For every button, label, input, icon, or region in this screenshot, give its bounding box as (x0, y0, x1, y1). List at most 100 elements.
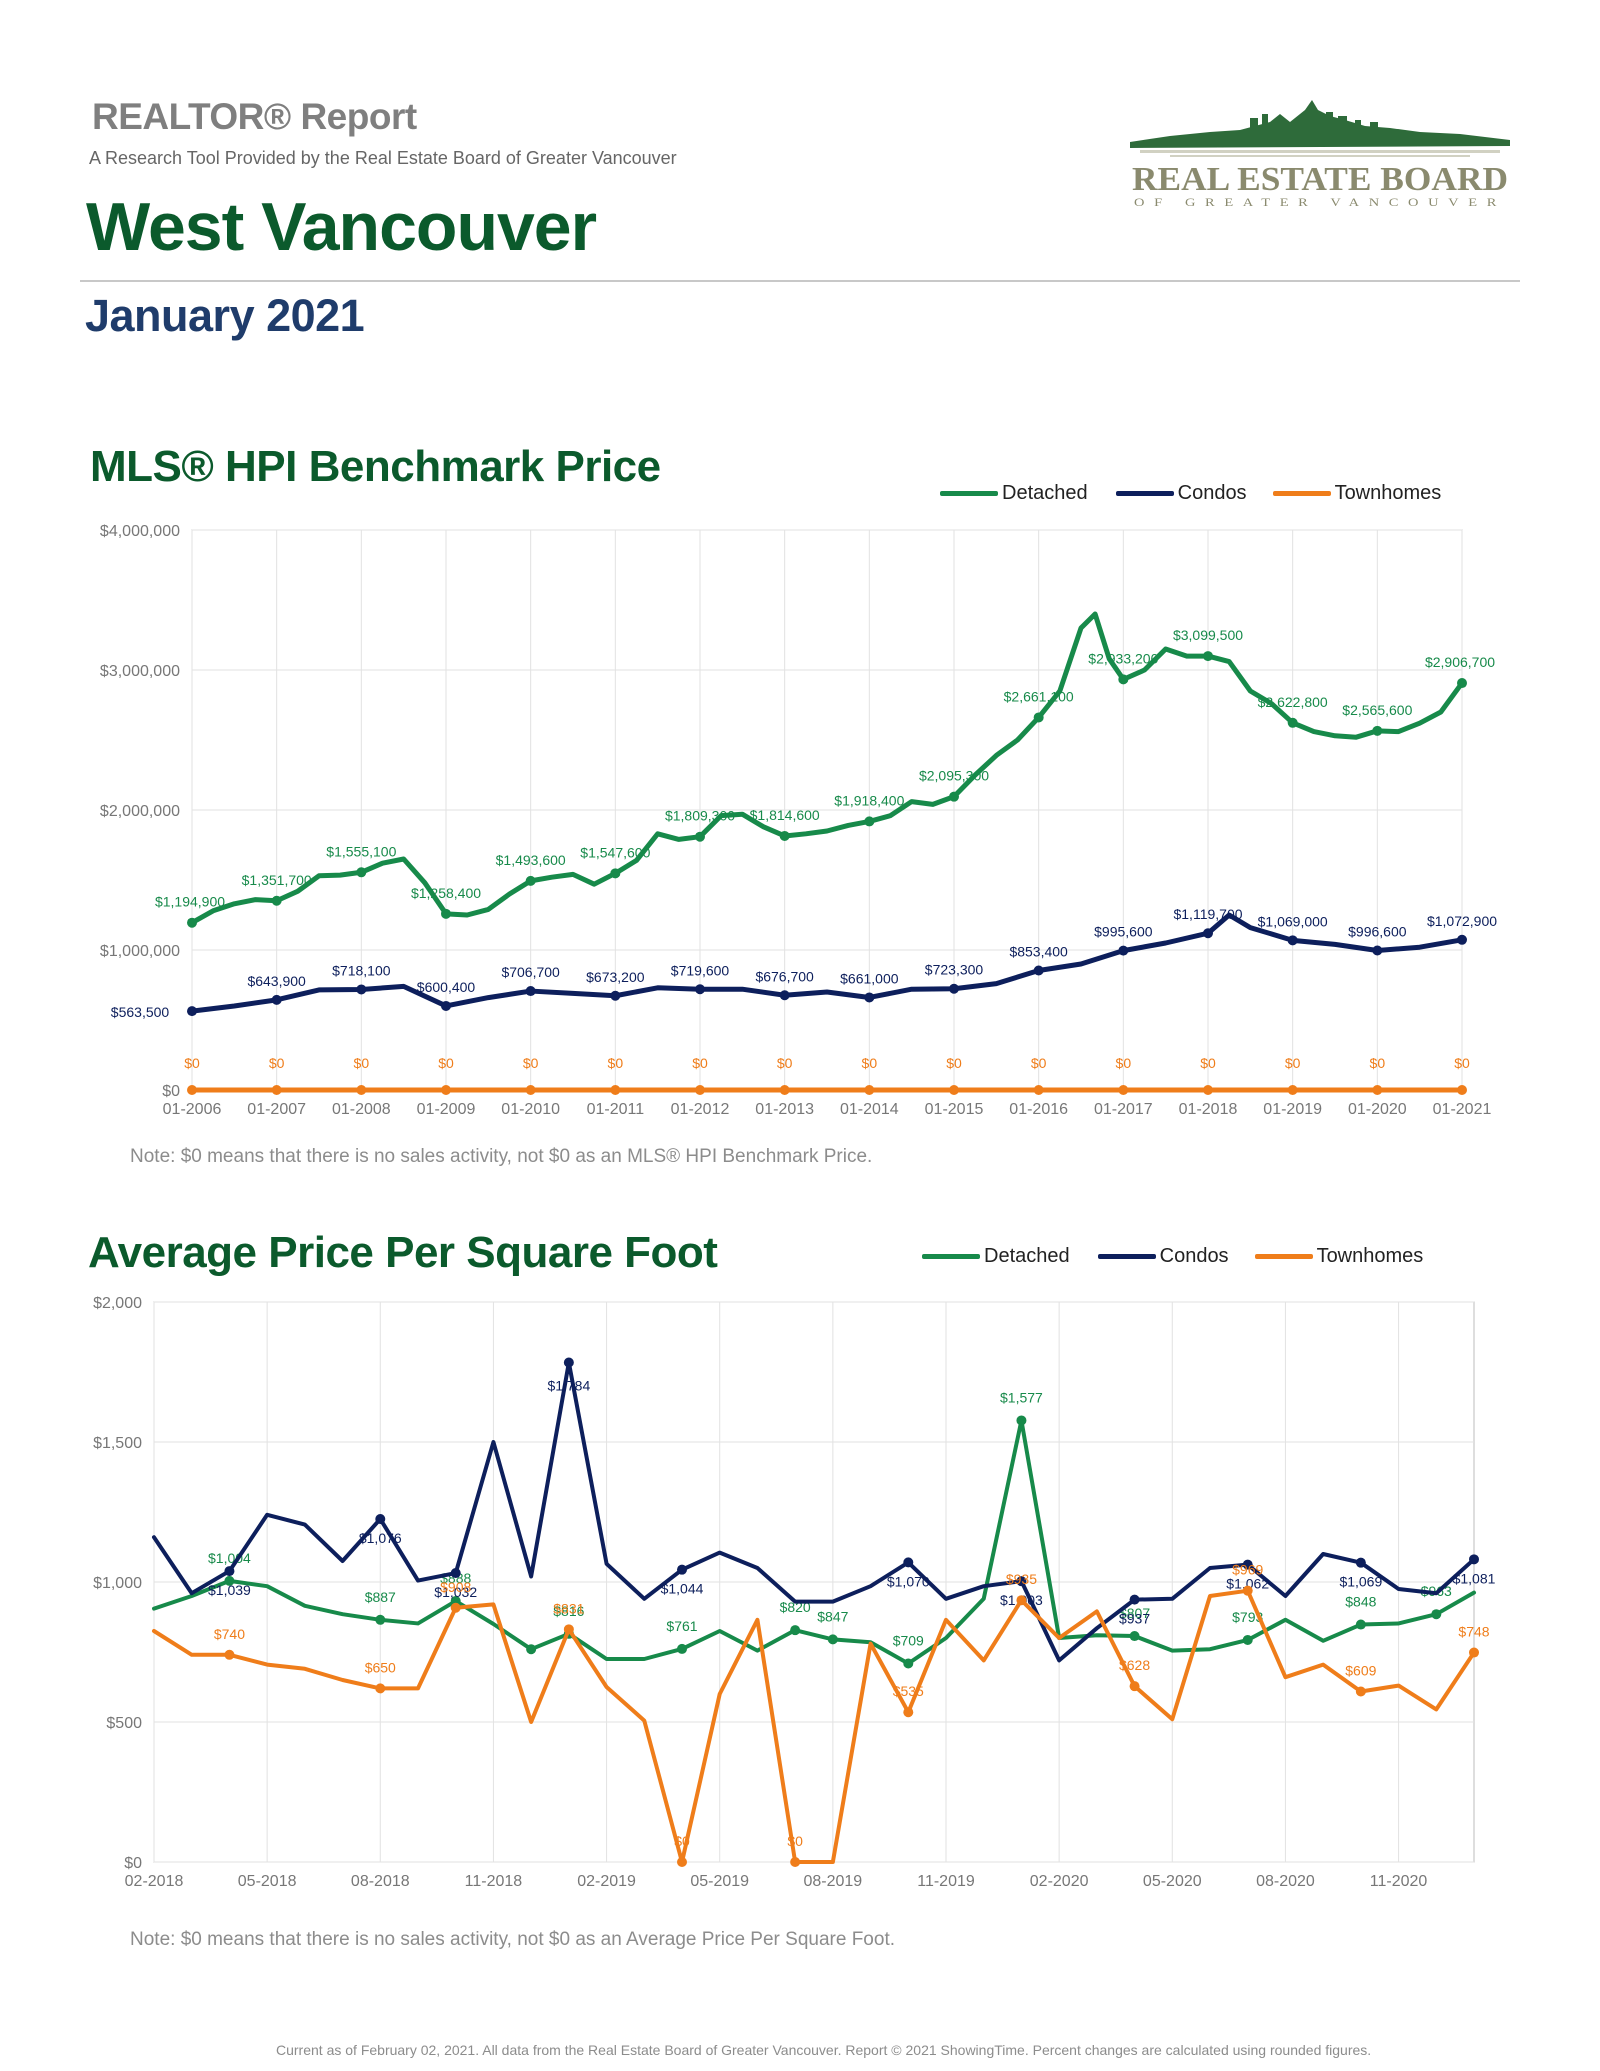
data-point-condos (610, 990, 621, 1001)
data-label-detached: $1,809,300 (665, 808, 735, 824)
hpi-chart-title: MLS® HPI Benchmark Price (90, 442, 661, 491)
x-tick-label: 02-2018 (125, 1873, 184, 1890)
data-point-townhomes (525, 1085, 536, 1095)
y-tick-label: $0 (124, 1855, 142, 1872)
y-tick-label: $4,000,000 (100, 523, 180, 540)
x-tick-label: 01-2021 (1433, 1101, 1492, 1118)
data-label-detached: $1,814,600 (750, 807, 820, 823)
legend-label-detached: Detached (1002, 482, 1088, 504)
y-tick-label: $3,000,000 (100, 663, 180, 680)
data-label-condos: $718,100 (332, 962, 391, 978)
legend-label-detached: Detached (984, 1245, 1070, 1267)
data-label-townhomes: $535 (893, 1683, 924, 1699)
data-label-townhomes: $0 (1116, 1055, 1132, 1071)
data-label-detached: $1,493,600 (496, 852, 566, 868)
data-point-townhomes (779, 1085, 790, 1095)
data-label-townhomes: $0 (438, 1055, 454, 1071)
data-point-townhomes (1118, 1085, 1129, 1095)
data-label-condos: $600,400 (417, 979, 476, 995)
data-label-detached: $1,547,600 (580, 844, 650, 860)
legend-swatch-townhomes (1254, 1254, 1313, 1259)
data-label-detached: $2,622,800 (1258, 694, 1328, 710)
x-tick-label: 08-2020 (1256, 1873, 1315, 1890)
hpi-benchmark-chart: $0 $1,000,000 $2,000,000 $3,000,000 $4,000,0… (100, 523, 1497, 1118)
data-point-townhomes (1016, 1595, 1027, 1606)
y-tick-label: $1,000 (93, 1575, 142, 1592)
logo-subline: OF GREATER VANCOUVER (1134, 195, 1506, 209)
data-label-condos: $937 (1119, 1611, 1150, 1627)
skyline-icon (1130, 100, 1510, 148)
x-tick-label: 01-2009 (417, 1101, 476, 1118)
data-point-condos (1016, 1576, 1027, 1587)
x-tick-label: 01-2020 (1348, 1101, 1407, 1118)
data-label-townhomes: $0 (1370, 1055, 1386, 1071)
data-label-condos: $1,076 (359, 1530, 402, 1546)
data-label-townhomes: $0 (1285, 1055, 1301, 1071)
x-tick-label: 01-2016 (1009, 1101, 1068, 1118)
data-point-condos (1242, 1559, 1253, 1570)
data-point-detached (375, 1614, 386, 1625)
data-label-condos: $996,600 (1348, 923, 1407, 939)
data-label-detached: $887 (365, 1589, 396, 1605)
data-label-townhomes: $748 (1458, 1624, 1489, 1640)
x-tick-label: 02-2019 (577, 1873, 636, 1890)
data-point-townhomes (1203, 1085, 1213, 1095)
data-point-detached (1242, 1634, 1253, 1645)
data-label-detached: $847 (817, 1608, 848, 1624)
data-point-townhomes (375, 1683, 386, 1694)
x-tick-label: 01-2017 (1094, 1101, 1153, 1118)
data-label-detached: $3,099,500 (1173, 627, 1243, 643)
series-line-townhomes (152, 1588, 1476, 1864)
data-point-detached (1016, 1415, 1027, 1426)
data-point-condos (1469, 1554, 1479, 1565)
hpi-legend: Detached Condos Townhomes (940, 482, 1441, 505)
data-point-condos (441, 1000, 451, 1011)
x-tick-label: 08-2019 (803, 1873, 862, 1890)
data-label-townhomes: $0 (1454, 1055, 1470, 1071)
x-tick-label: 01-2006 (163, 1101, 222, 1118)
data-label-detached: $2,095,300 (919, 768, 989, 784)
x-tick-label: 08-2018 (351, 1873, 410, 1890)
data-label-townhomes: $935 (1006, 1571, 1037, 1587)
data-point-townhomes (1242, 1585, 1253, 1596)
data-label-detached: $1,194,900 (155, 894, 225, 910)
data-label-condos: $1,069,000 (1258, 913, 1328, 929)
data-point-condos (563, 1357, 574, 1368)
report-month: January 2021 (85, 290, 365, 341)
x-tick-label: 01-2012 (671, 1101, 730, 1118)
data-point-detached (1129, 1631, 1140, 1642)
data-point-detached (677, 1643, 687, 1654)
data-label-townhomes: $609 (1345, 1662, 1376, 1678)
footer-disclaimer: Current as of February 02, 2021. All dat… (276, 2042, 1372, 2058)
legend-swatch-detached (940, 491, 998, 496)
data-label-condos: $1,081 (1453, 1570, 1496, 1586)
data-point-detached (224, 1575, 235, 1586)
data-point-condos (187, 1006, 197, 1017)
data-point-townhomes (1355, 1686, 1366, 1697)
data-point-townhomes (224, 1649, 235, 1660)
series-line-detached (189, 611, 1465, 926)
data-label-townhomes: $908 (440, 1579, 471, 1595)
data-label-detached: $1,351,700 (242, 872, 312, 888)
data-point-condos (1203, 928, 1213, 939)
y-tick-label: $500 (106, 1715, 142, 1732)
legend-label-condos: Condos (1177, 482, 1247, 504)
data-point-townhomes (903, 1707, 914, 1718)
data-label-condos: $853,400 (1009, 944, 1068, 960)
data-label-condos: $673,200 (586, 969, 645, 985)
data-label-condos: $676,700 (755, 968, 814, 984)
data-label-townhomes: $650 (365, 1659, 396, 1675)
data-point-detached (356, 867, 367, 878)
data-point-condos (271, 994, 282, 1005)
data-label-condos: $563,500 (111, 1004, 170, 1020)
data-label-condos: $643,900 (247, 973, 306, 989)
data-label-townhomes: $0 (523, 1055, 539, 1071)
logo-wordmark: REAL ESTATE BOARD (1132, 161, 1508, 198)
data-label-townhomes: $628 (1119, 1657, 1150, 1673)
x-tick-label: 01-2014 (840, 1101, 899, 1118)
data-point-detached (779, 830, 790, 841)
data-point-townhomes (695, 1085, 705, 1095)
data-label-townhomes: $0 (946, 1055, 962, 1071)
data-label-detached: $709 (893, 1632, 924, 1648)
x-tick-label: 11-2019 (917, 1873, 975, 1890)
